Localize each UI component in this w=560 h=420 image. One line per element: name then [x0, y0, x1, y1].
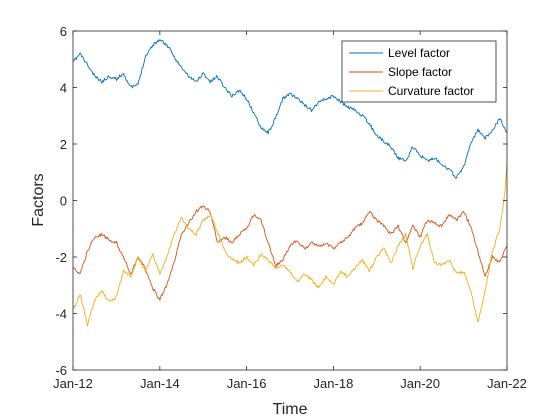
- y-tick-label: -4: [55, 307, 67, 322]
- y-tick-label: -6: [55, 363, 67, 378]
- x-axis-title: Time: [273, 401, 308, 418]
- x-axis-ticks: Jan-12 Jan-14 Jan-16 Jan-18 Jan-20 Jan-22: [53, 31, 527, 391]
- y-tick-label: 0: [60, 194, 67, 209]
- legend-label-1: Level factor: [388, 46, 450, 60]
- legend: Level factor Slope factor Curvature factor: [341, 40, 497, 103]
- x-tick-label: Jan-20: [400, 376, 440, 391]
- series-line-1: [72, 39, 508, 179]
- x-tick-label: Jan-18: [314, 376, 354, 391]
- x-tick-label: Jan-16: [227, 376, 267, 391]
- x-tick-label: Jan-12: [53, 376, 93, 391]
- y-axis-title: Factors: [30, 173, 47, 226]
- y-axis-ticks: -6 -4 -2 0 2 4 6: [55, 24, 507, 378]
- y-tick-label: -2: [55, 250, 67, 265]
- legend-label-3: Curvature factor: [388, 84, 474, 98]
- series-line-3: [72, 163, 508, 327]
- y-tick-label: 2: [60, 137, 67, 152]
- series-layer: [72, 39, 508, 327]
- legend-label-2: Slope factor: [388, 65, 452, 79]
- x-tick-label: Jan-14: [140, 376, 180, 391]
- x-tick-label: Jan-22: [487, 376, 527, 391]
- series-line-2: [72, 205, 508, 301]
- y-tick-label: 6: [60, 24, 67, 39]
- y-tick-label: 4: [60, 81, 67, 96]
